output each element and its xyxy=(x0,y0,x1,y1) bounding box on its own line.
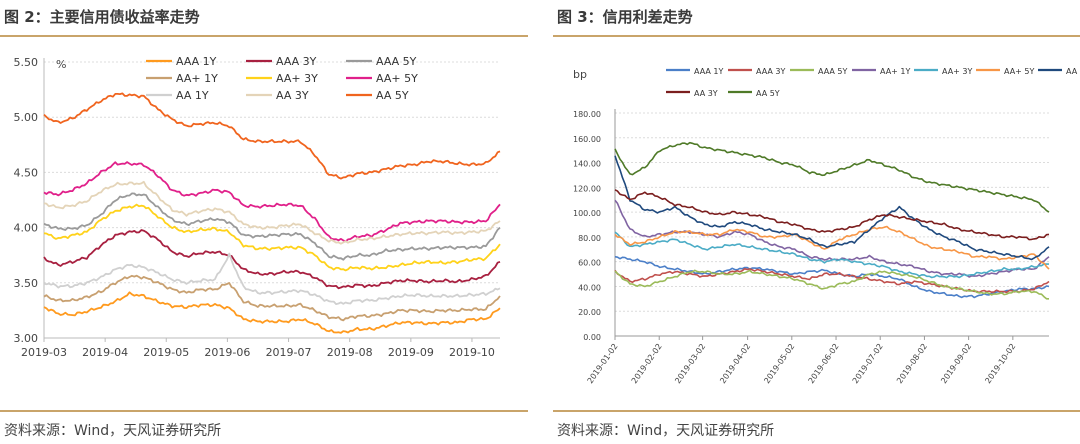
right-x-tick-label: 2019-06-02 xyxy=(807,342,841,385)
right-x-tick-label: 2019-03-02 xyxy=(673,342,707,385)
right-x-tick-label: 2019-08-02 xyxy=(895,342,929,385)
left-chart-svg: 3.00 3.50 4.00 4.50 5.00 5.50 % 2019-03 2019-04 2… xyxy=(14,55,501,359)
left-legend-label: AAA 3Y xyxy=(276,55,317,68)
left-x-tick-label: 2019-05 xyxy=(143,346,189,359)
right-unit-label: bp xyxy=(573,68,587,81)
right-x-tick-label: 2019-05-02 xyxy=(762,342,796,385)
left-x-tick-label: 2019-09 xyxy=(388,346,434,359)
left-series-line xyxy=(43,252,501,305)
right-y-tick-label: 140.00 xyxy=(573,160,601,169)
right-x-tick-label: 2019-07-02 xyxy=(851,342,885,385)
left-series-line xyxy=(43,92,501,180)
right-title-rule xyxy=(553,35,1080,37)
right-x-tick-label: 2019-09-02 xyxy=(939,342,973,385)
left-y-tick-label: 4.50 xyxy=(14,166,39,179)
right-chart-svg: 0.00 20.00 40.00 60.00 80.00 100.00 120.00 140.… xyxy=(573,67,1080,385)
left-legend-label: AA 5Y xyxy=(376,89,409,102)
left-legend-label: AA+ 1Y xyxy=(176,72,218,85)
left-chart-source: 资料来源：Wind，天风证券研究所 xyxy=(4,423,222,439)
left-y-tick-label: 3.50 xyxy=(14,277,39,290)
left-series-line xyxy=(43,192,501,261)
left-x-tick-label: 2019-03 xyxy=(21,346,67,359)
right-x-tick-label: 2019-04-02 xyxy=(718,342,752,385)
left-x-tick-label: 2019-10 xyxy=(449,346,495,359)
left-legend-label: AA+ 3Y xyxy=(276,72,318,85)
right-legend-label: AA 3Y xyxy=(694,89,718,98)
right-series-line xyxy=(614,141,1050,213)
right-legend-label: AAA 1Y xyxy=(694,67,723,76)
left-chart-panel: 图 2：主要信用债收益率走势 3.00 3.50 4.00 4.50 5.00 5.50%… xyxy=(0,0,528,444)
right-legend-label: AA 5Y xyxy=(756,89,780,98)
right-source-rule xyxy=(553,410,1080,412)
right-series-line xyxy=(614,189,1050,241)
left-series-line xyxy=(43,274,501,322)
right-legend-label: AA 1Y xyxy=(1066,67,1080,76)
left-series-line xyxy=(43,229,501,290)
left-chart-title: 图 2：主要信用债收益率走势 xyxy=(4,8,200,26)
right-x-tick-label: 2019-01-02 xyxy=(586,342,620,385)
right-y-tick-label: 160.00 xyxy=(573,135,601,144)
right-legend-label: AAA 3Y xyxy=(756,67,785,76)
right-chart-source: 资料来源：Wind，天风证券研究所 xyxy=(557,423,775,439)
left-legend-label: AAA 5Y xyxy=(376,55,417,68)
left-source-rule xyxy=(0,410,528,412)
right-chart-title: 图 3：信用利差走势 xyxy=(557,8,693,26)
left-legend-label: AA+ 5Y xyxy=(376,72,418,85)
right-y-tick-label: 40.00 xyxy=(578,283,601,292)
right-series-line xyxy=(614,255,1050,299)
left-unit-label: % xyxy=(56,58,66,71)
right-series-line xyxy=(614,155,1050,261)
left-y-tick-label: 5.50 xyxy=(14,56,39,69)
left-x-tick-label: 2019-04 xyxy=(82,346,128,359)
right-y-tick-label: 180.00 xyxy=(573,110,601,119)
left-legend-label: AAA 1Y xyxy=(176,55,217,68)
left-series-line xyxy=(43,180,501,245)
left-series-line xyxy=(43,161,501,243)
right-x-tick-label: 2019-10-02 xyxy=(983,342,1017,385)
left-y-tick-label: 3.00 xyxy=(14,332,39,345)
right-legend-label: AA+ 5Y xyxy=(1004,67,1035,76)
right-series-line xyxy=(614,231,1050,279)
left-series-line xyxy=(43,291,501,334)
left-series-line xyxy=(43,203,501,272)
right-series-line xyxy=(614,269,1049,300)
right-y-tick-label: 60.00 xyxy=(578,259,601,268)
right-y-tick-label: 80.00 xyxy=(578,234,601,243)
left-legend-label: AA 1Y xyxy=(176,89,209,102)
right-legend-label: AA+ 3Y xyxy=(942,67,973,76)
left-title-rule xyxy=(0,35,528,37)
right-chart-panel: 图 3：信用利差走势 0.00 20.00 40.00 60.00 80.00 100.0… xyxy=(553,0,1080,444)
left-legend-label: AA 3Y xyxy=(276,89,309,102)
left-x-tick-label: 2019-08 xyxy=(327,346,373,359)
left-y-tick-label: 4.00 xyxy=(14,222,39,235)
right-legend-label: AAA 5Y xyxy=(818,67,847,76)
right-legend-label: AA+ 1Y xyxy=(880,67,911,76)
right-y-tick-label: 20.00 xyxy=(578,308,601,317)
left-y-tick-label: 5.00 xyxy=(14,111,39,124)
left-x-tick-label: 2019-07 xyxy=(266,346,312,359)
right-x-tick-label: 2019-02-02 xyxy=(630,342,664,385)
right-y-tick-label: 120.00 xyxy=(573,184,601,193)
right-y-tick-label: 100.00 xyxy=(573,209,601,218)
right-y-tick-label: 0.00 xyxy=(583,333,601,342)
left-x-tick-label: 2019-06 xyxy=(204,346,250,359)
right-series-line xyxy=(614,225,1050,270)
